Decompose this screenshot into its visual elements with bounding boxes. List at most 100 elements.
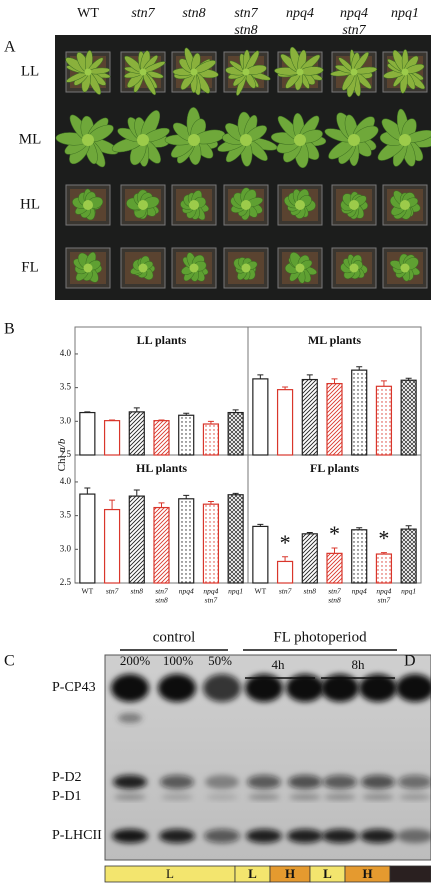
blot-band (289, 794, 321, 800)
error-bar (84, 411, 91, 413)
error-bar (282, 386, 289, 390)
lane-label: 8h (352, 657, 366, 672)
column-label: stn7 (131, 6, 155, 21)
error-bar (331, 547, 338, 554)
rosette-center (241, 200, 251, 210)
chart-title: FL plants (310, 461, 359, 475)
rosette-center (84, 68, 92, 76)
chart-title: ML plants (308, 333, 361, 347)
rosette (217, 111, 278, 167)
rosette (340, 254, 368, 280)
chart-title: LL plants (137, 333, 187, 347)
rosette (180, 190, 209, 221)
blot-band (203, 674, 241, 702)
blot-band (245, 674, 283, 702)
error-bar (356, 366, 363, 371)
rosette (65, 50, 111, 95)
bar (252, 378, 269, 456)
blot-band (397, 829, 431, 843)
blot-band (114, 794, 146, 800)
x-tick-label: stn8 (304, 587, 317, 596)
rosette (383, 49, 425, 94)
x-tick-label: WT (82, 587, 94, 596)
x-tick-label: stn7 (328, 587, 341, 596)
error-bar (109, 499, 116, 510)
bar (252, 525, 269, 584)
x-tick-label: npq4 (376, 587, 391, 596)
rosette (225, 49, 271, 96)
blot-band (206, 794, 238, 800)
x-tick-label: npq1 (228, 587, 243, 596)
blot-band (362, 794, 394, 800)
row-label: ML (19, 131, 42, 147)
bar (227, 411, 244, 456)
blot-band (399, 794, 431, 800)
blot-band (322, 829, 358, 843)
rosette (389, 253, 421, 282)
rosette-center (188, 134, 200, 146)
significance-marker: * (280, 530, 291, 555)
rosette (284, 252, 317, 284)
bar (276, 560, 294, 584)
error-bar (306, 531, 313, 534)
blot-band (205, 775, 239, 789)
light-label: L (166, 866, 174, 881)
y-axis-label: Chl a/b (56, 438, 68, 471)
lane-label: 200% (120, 653, 151, 668)
bar (227, 494, 244, 584)
blot-band (396, 674, 431, 702)
chart-title: HL plants (136, 461, 187, 475)
bar (178, 414, 195, 456)
error-bar (109, 419, 116, 421)
dark-segment (389, 865, 431, 883)
x-tick-label: npq4 (179, 587, 194, 596)
error-bar (405, 377, 412, 381)
error-bar (405, 525, 412, 530)
error-bar (84, 487, 91, 495)
protein-label: P-CP43 (52, 680, 96, 695)
column-label: stn7 (234, 6, 258, 21)
error-bar (207, 420, 214, 425)
blot-band (204, 829, 240, 843)
bar (301, 533, 318, 584)
x-tick-label: stn7 (106, 587, 119, 596)
bar (326, 552, 343, 584)
light-label: L (248, 866, 257, 881)
blot-band (321, 674, 359, 702)
panel-label: D (404, 653, 416, 670)
error-bar (380, 552, 387, 555)
error-bar (207, 500, 214, 505)
bar (153, 506, 170, 584)
lane-label: 4h (272, 657, 286, 672)
rosette-center (399, 134, 411, 146)
column-label: npq4 (340, 6, 368, 21)
rosette (55, 114, 119, 168)
blot-band (324, 794, 356, 800)
rosette (130, 255, 156, 280)
row-label: LL (21, 63, 39, 79)
group-label: FL photoperiod (273, 629, 367, 645)
error-bar (257, 523, 264, 527)
rosette (73, 252, 102, 283)
bar (351, 369, 368, 456)
blot-band (398, 775, 431, 789)
group-label: control (153, 629, 196, 645)
error-bar (306, 374, 313, 380)
y-tick-label: 3.0 (60, 415, 72, 425)
rosette (390, 190, 421, 220)
blot-band (247, 775, 281, 789)
rosette (181, 252, 209, 282)
rosette-center (400, 200, 410, 210)
y-tick-label: 4.0 (60, 348, 72, 358)
rosette-center (401, 68, 409, 76)
rosette-center (349, 200, 359, 210)
blot-band (161, 794, 193, 800)
panel-label: C (4, 653, 15, 670)
bar (103, 420, 121, 456)
light-label: H (285, 866, 295, 881)
bar (178, 498, 195, 584)
column-label: stn7 (342, 23, 366, 38)
bar (301, 378, 318, 456)
error-bar (158, 419, 165, 421)
rosette-center (295, 200, 305, 210)
